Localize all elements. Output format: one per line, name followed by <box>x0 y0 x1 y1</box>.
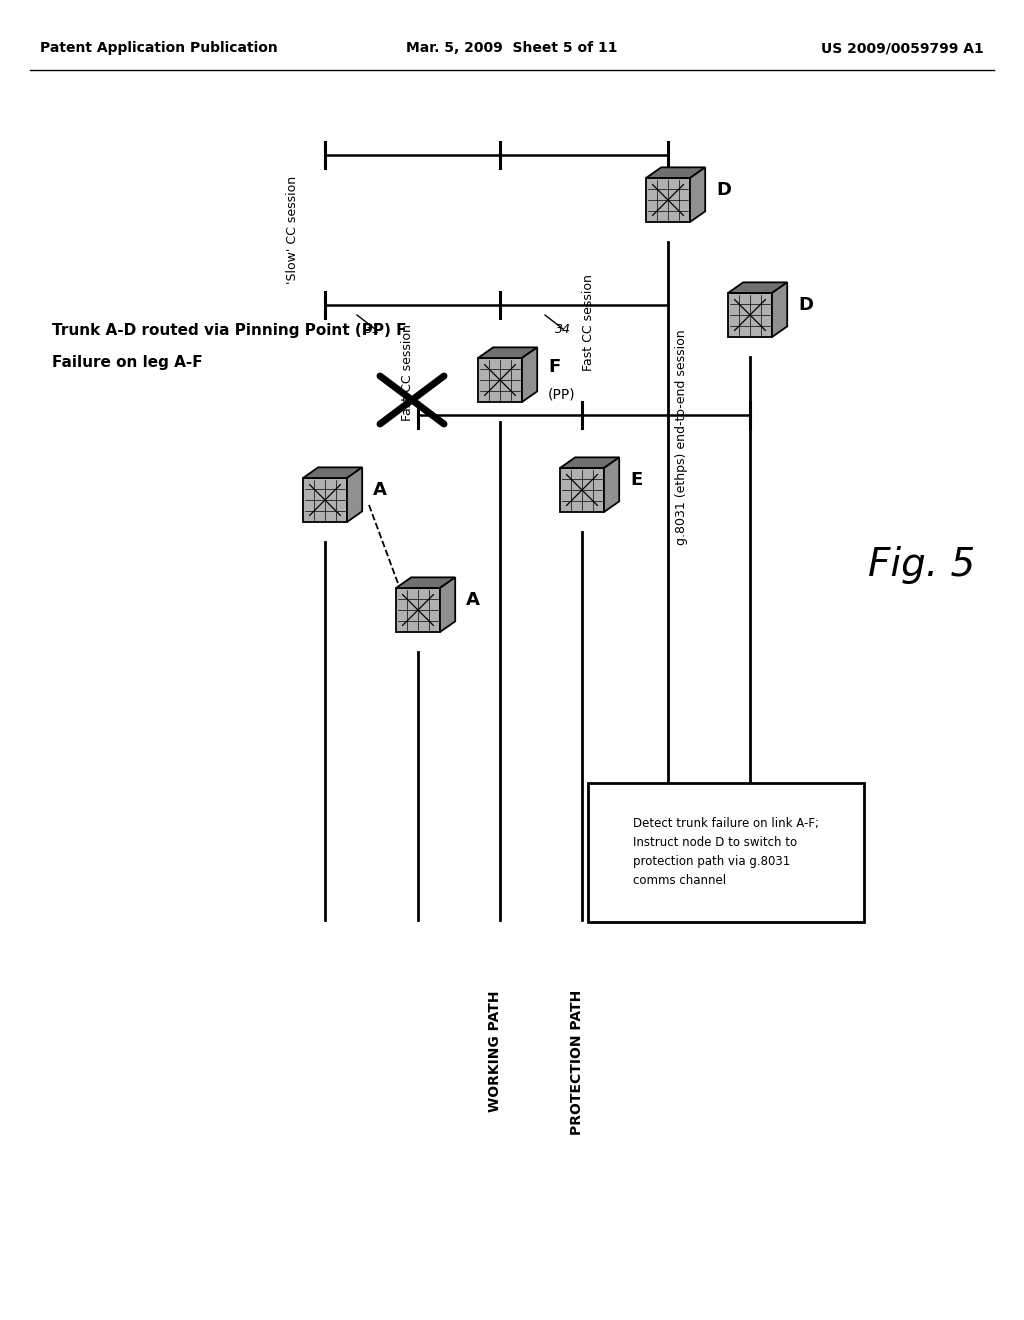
Polygon shape <box>303 467 362 478</box>
Polygon shape <box>522 347 538 403</box>
Polygon shape <box>604 457 620 512</box>
Text: A: A <box>373 480 387 499</box>
Text: US 2009/0059799 A1: US 2009/0059799 A1 <box>821 41 984 55</box>
Text: F: F <box>548 358 560 376</box>
FancyBboxPatch shape <box>588 783 864 921</box>
Text: D: D <box>798 296 813 314</box>
Polygon shape <box>478 347 538 358</box>
Text: WORKING PATH: WORKING PATH <box>488 990 502 1111</box>
Polygon shape <box>478 358 522 403</box>
Polygon shape <box>646 178 690 222</box>
Text: Fast CC session: Fast CC session <box>401 325 414 421</box>
Text: (PP): (PP) <box>548 387 575 401</box>
Polygon shape <box>690 168 706 222</box>
Text: g.8031 (ethps) end-to-end session: g.8031 (ethps) end-to-end session <box>675 330 687 545</box>
Text: Fast CC session: Fast CC session <box>583 275 596 371</box>
Text: 'Slow' CC session: 'Slow' CC session <box>287 176 299 284</box>
Polygon shape <box>303 478 347 521</box>
Text: 34: 34 <box>555 323 571 337</box>
Polygon shape <box>646 168 706 178</box>
Text: A: A <box>466 591 480 609</box>
Text: Fig. 5: Fig. 5 <box>868 546 975 583</box>
Polygon shape <box>728 282 787 293</box>
Polygon shape <box>728 293 772 337</box>
Polygon shape <box>440 577 456 632</box>
Text: Trunk A-D routed via Pinning Point (PP) F: Trunk A-D routed via Pinning Point (PP) … <box>52 322 407 338</box>
Text: Patent Application Publication: Patent Application Publication <box>40 41 278 55</box>
Text: D: D <box>716 181 731 199</box>
Polygon shape <box>396 577 456 587</box>
Polygon shape <box>772 282 787 337</box>
Text: 31: 31 <box>365 323 381 337</box>
Polygon shape <box>560 457 620 469</box>
Text: Detect trunk failure on link A-F;
Instruct node D to switch to
protection path v: Detect trunk failure on link A-F; Instru… <box>633 817 819 887</box>
Polygon shape <box>396 587 440 632</box>
Polygon shape <box>347 467 362 521</box>
Text: E: E <box>630 471 642 488</box>
Text: Failure on leg A-F: Failure on leg A-F <box>52 355 203 370</box>
Polygon shape <box>560 469 604 512</box>
Text: PROTECTION PATH: PROTECTION PATH <box>570 990 584 1135</box>
Text: Mar. 5, 2009  Sheet 5 of 11: Mar. 5, 2009 Sheet 5 of 11 <box>407 41 617 55</box>
